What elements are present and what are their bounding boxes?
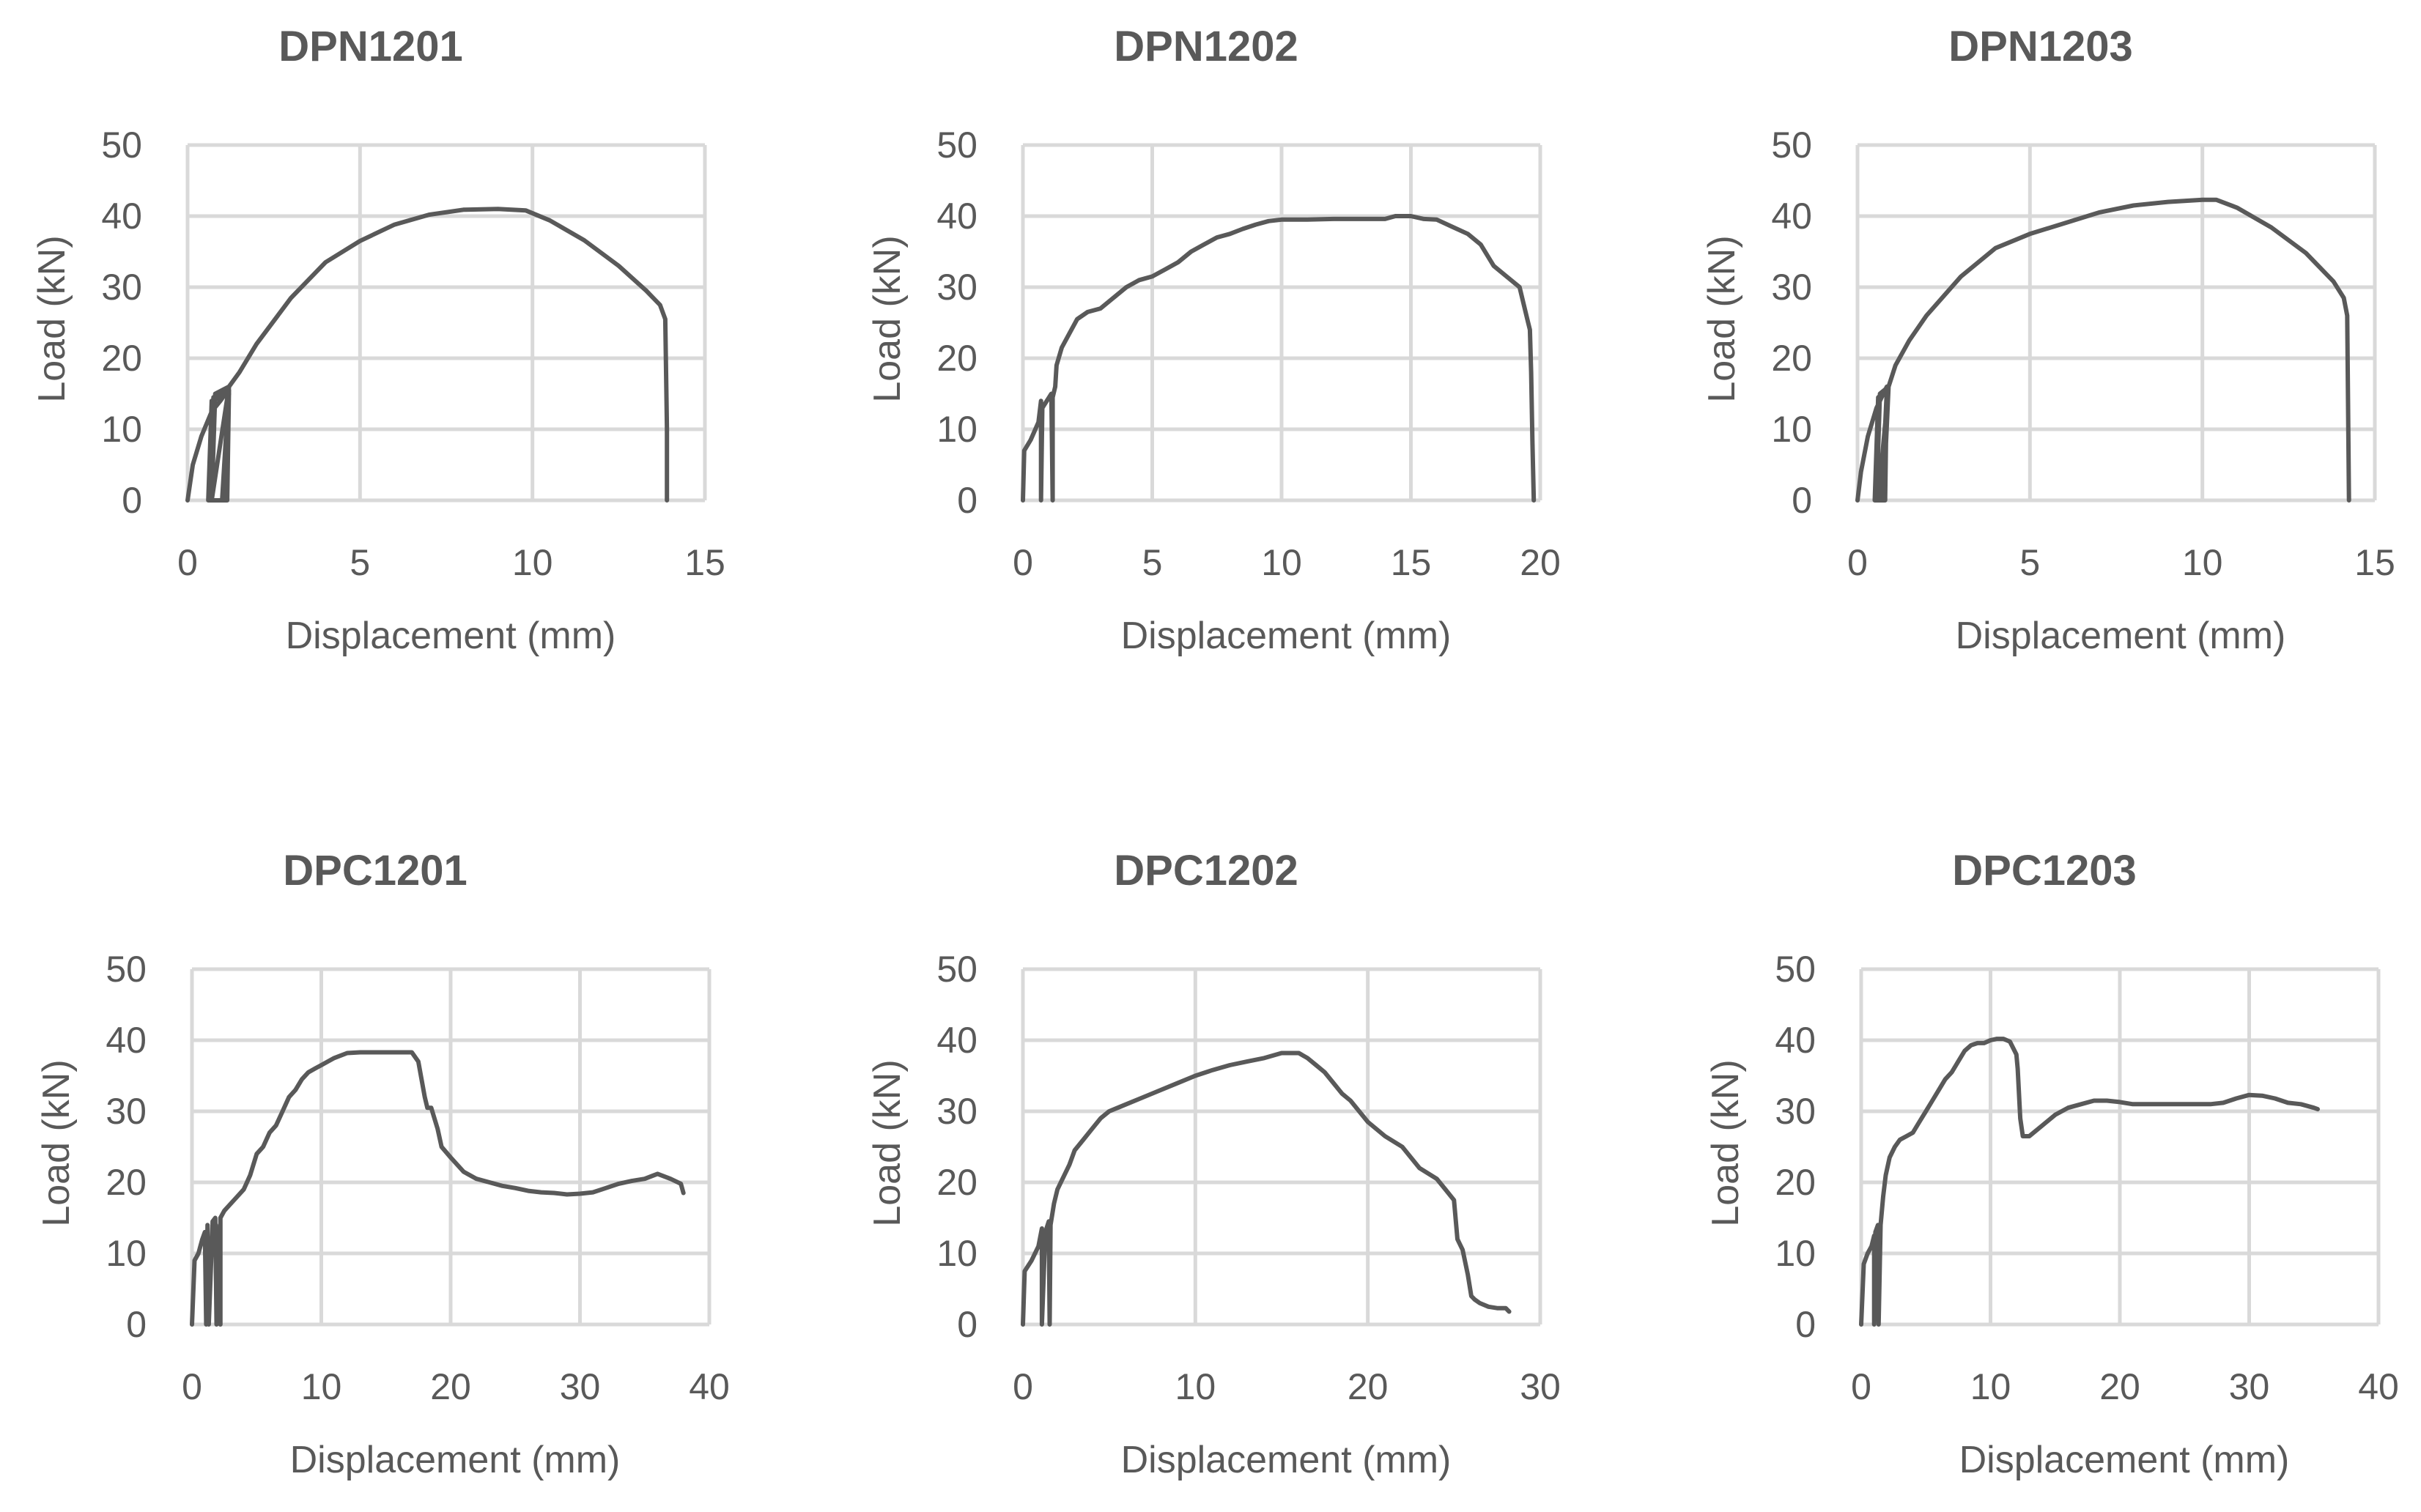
- x-tick-label: 0: [177, 542, 198, 583]
- series-line: [185, 207, 670, 503]
- chart-panel: 0 10 20 30 40 50 0 5 10 15 DPN1201 Displacement (mm…: [31, 23, 725, 657]
- x-tick-label: 0: [182, 1366, 202, 1407]
- x-tick-label: 20: [430, 1366, 471, 1407]
- x-tick-label: 5: [1142, 542, 1163, 583]
- y-tick-label: 20: [101, 338, 142, 379]
- x-tick-label: 30: [2229, 1366, 2270, 1407]
- y-tick-label: 40: [936, 196, 977, 237]
- y-axis-label: Load (kN): [866, 235, 909, 402]
- x-axis-label: Displacement (mm): [1121, 1439, 1452, 1481]
- x-axis-label: Displacement (mm): [1956, 615, 2286, 657]
- x-tick-label: 5: [350, 542, 370, 583]
- chart-title: DPN1202: [1114, 23, 1298, 70]
- y-tick-label: 10: [101, 409, 142, 450]
- y-tick-label: 0: [957, 480, 977, 521]
- y-axis-label: Load (kN): [35, 1059, 78, 1226]
- y-tick-label: 20: [936, 338, 977, 379]
- y-tick-label: 0: [1795, 1304, 1816, 1345]
- y-axis-label: Load (kN): [1701, 235, 1743, 402]
- x-tick-label: 10: [1261, 542, 1302, 583]
- chart-panel: 0 10 20 30 40 50 0 10 20 30 DPC1202 Displacement (m…: [866, 847, 1561, 1481]
- y-tick-label: 30: [101, 267, 142, 308]
- x-tick-label: 0: [1013, 1366, 1033, 1407]
- series-line: [1859, 1037, 2320, 1327]
- y-tick-label: 30: [1775, 1091, 1816, 1132]
- chart-panel: 0 10 20 30 40 50 0 10 20 30 40 DPC1203 Displacement …: [1704, 847, 2399, 1481]
- y-tick-label: 50: [936, 125, 977, 166]
- series-line: [1021, 214, 1537, 503]
- chart-title: DPC1201: [283, 847, 467, 894]
- chart-panel: 0 10 20 30 40 50 0 5 10 15 DPN1203 Displacement (mm…: [1701, 23, 2395, 657]
- x-axis-label: Displacement (mm): [1121, 615, 1452, 657]
- y-tick-label: 50: [106, 949, 147, 990]
- y-tick-label: 0: [126, 1304, 147, 1345]
- x-tick-label: 40: [2358, 1366, 2399, 1407]
- x-tick-label: 40: [689, 1366, 730, 1407]
- chart-title: DPC1202: [1114, 847, 1298, 894]
- y-tick-label: 10: [936, 409, 977, 450]
- y-tick-label: 10: [106, 1233, 147, 1274]
- x-tick-label: 10: [512, 542, 553, 583]
- chart-title: DPN1201: [278, 23, 462, 70]
- x-tick-label: 15: [2354, 542, 2395, 583]
- x-tick-label: 15: [1391, 542, 1432, 583]
- x-tick-label: 20: [1520, 542, 1561, 583]
- y-tick-label: 40: [1771, 196, 1812, 237]
- x-tick-label: 10: [301, 1366, 342, 1407]
- x-axis-label: Displacement (mm): [1959, 1439, 2290, 1481]
- x-tick-label: 0: [1013, 542, 1033, 583]
- y-tick-label: 50: [101, 125, 142, 166]
- chart-title: DPN1203: [1948, 23, 2132, 70]
- y-tick-label: 30: [1771, 267, 1812, 308]
- y-axis-label: Load (kN): [1704, 1059, 1747, 1226]
- y-tick-label: 40: [1775, 1020, 1816, 1061]
- x-tick-label: 10: [1175, 1366, 1216, 1407]
- x-tick-label: 5: [2019, 542, 2040, 583]
- x-tick-label: 15: [684, 542, 725, 583]
- y-tick-label: 40: [936, 1020, 977, 1061]
- series-line: [190, 1050, 686, 1327]
- y-tick-label: 40: [101, 196, 142, 237]
- y-tick-label: 40: [106, 1020, 147, 1061]
- chart-panel: 0 10 20 30 40 50 0 5 10 15 20 DPN1202 Displacement (…: [866, 23, 1561, 657]
- y-tick-label: 30: [936, 267, 977, 308]
- y-tick-label: 50: [1771, 125, 1812, 166]
- x-tick-label: 10: [2182, 542, 2223, 583]
- x-tick-label: 30: [1520, 1366, 1561, 1407]
- x-tick-label: 20: [2099, 1366, 2140, 1407]
- y-tick-label: 50: [1775, 949, 1816, 990]
- y-tick-label: 10: [936, 1233, 977, 1274]
- x-axis-label: Displacement (mm): [290, 1439, 621, 1481]
- series-line: [1855, 197, 2351, 503]
- y-tick-label: 20: [1775, 1162, 1816, 1203]
- x-tick-label: 0: [1847, 542, 1868, 583]
- y-tick-label: 30: [106, 1091, 147, 1132]
- y-tick-label: 0: [122, 480, 142, 521]
- y-tick-label: 50: [936, 949, 977, 990]
- y-tick-label: 30: [936, 1091, 977, 1132]
- y-tick-label: 20: [106, 1162, 147, 1203]
- x-tick-label: 10: [1970, 1366, 2011, 1407]
- x-tick-label: 20: [1348, 1366, 1389, 1407]
- x-tick-label: 0: [1851, 1366, 1871, 1407]
- chart-panel: 0 10 20 30 40 50 0 10 20 30 40 DPC1201 Displacement …: [35, 847, 730, 1481]
- y-tick-label: 20: [1771, 338, 1812, 379]
- y-tick-label: 0: [1792, 480, 1812, 521]
- y-tick-label: 10: [1775, 1233, 1816, 1274]
- x-axis-label: Displacement (mm): [286, 615, 616, 657]
- y-axis-label: Load (kN): [866, 1059, 909, 1226]
- y-tick-label: 0: [957, 1304, 977, 1345]
- y-tick-label: 20: [936, 1162, 977, 1203]
- chart-title: DPC1203: [1952, 847, 2136, 894]
- x-tick-label: 30: [560, 1366, 601, 1407]
- y-tick-label: 10: [1771, 409, 1812, 450]
- series-line: [1021, 1050, 1512, 1327]
- y-axis-label: Load (kN): [31, 235, 73, 402]
